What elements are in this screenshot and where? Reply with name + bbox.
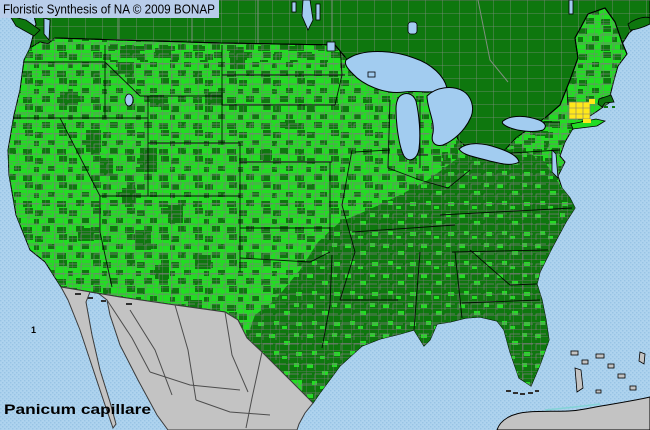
cape-cod: [597, 94, 615, 108]
mexico-state-lines: [106, 299, 271, 429]
long-island: [570, 118, 607, 130]
nova-scotia: [627, 16, 650, 31]
map-title: Floristic Synthesis of NA © 2009 BONAP: [3, 2, 215, 17]
great-lakes: [344, 51, 546, 165]
small-lakes: [43, 0, 574, 180]
island-marker-label: 1: [31, 325, 36, 335]
shallow-water-band: [544, 403, 601, 411]
channel-islands: [75, 293, 132, 305]
bahamas-islands: [570, 350, 646, 394]
us-canada-border: [54, 7, 628, 119]
vancouver-island: [9, 15, 41, 37]
title-bar: [0, 0, 219, 18]
coastal-islets: [604, 106, 615, 108]
rare-yellow-counties: [568, 99, 595, 123]
species-label: Panicum capillare: [4, 401, 151, 417]
cuba: [496, 396, 650, 430]
florida-keys: [506, 390, 539, 395]
state-borders: [8, 44, 573, 349]
